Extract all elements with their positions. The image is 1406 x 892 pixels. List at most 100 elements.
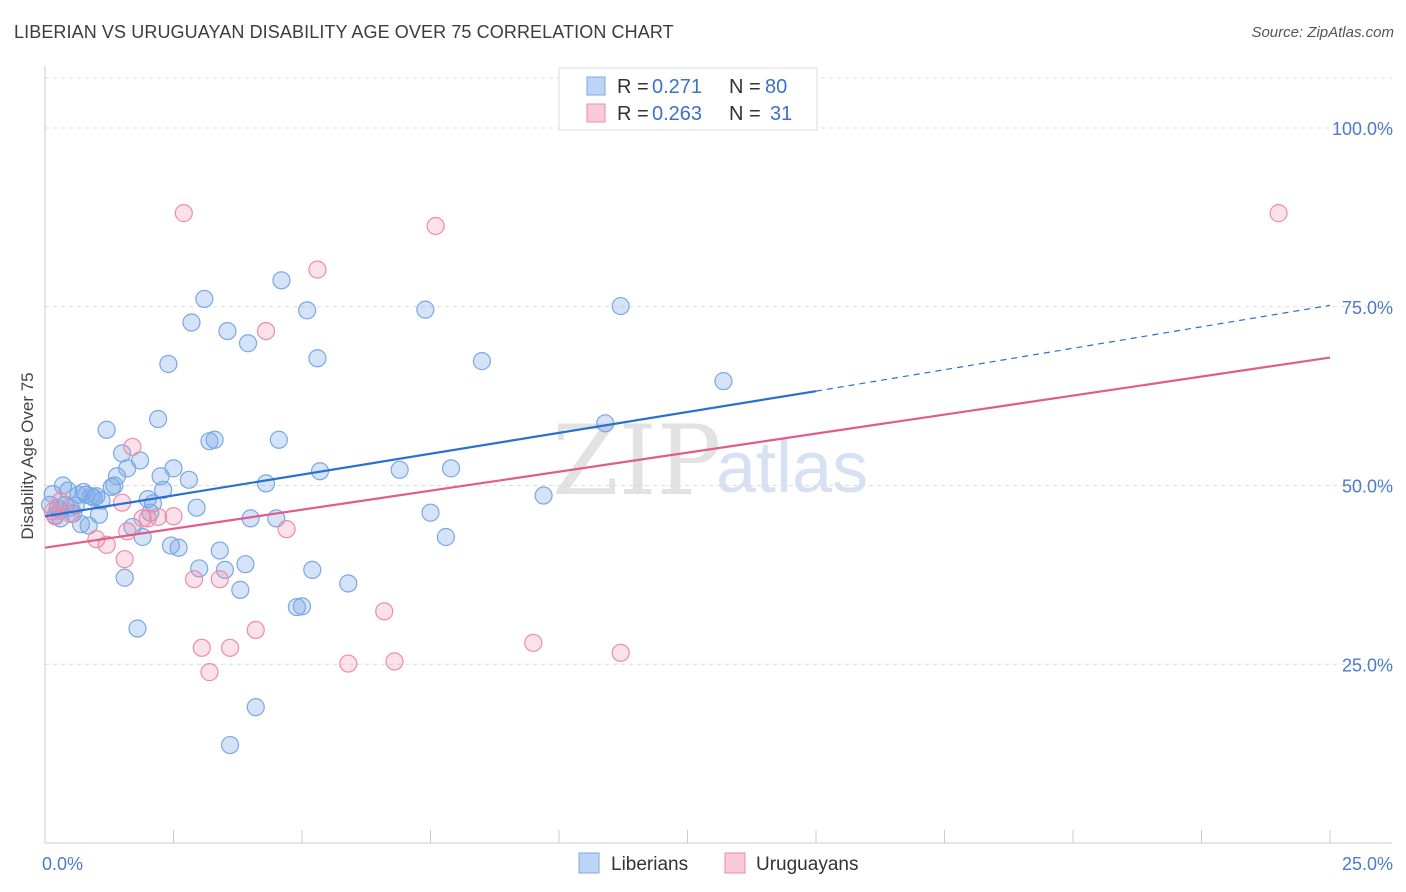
uruguayans-point (164, 507, 183, 526)
liberians-point (436, 527, 456, 547)
stats-n-value-2: 31 (770, 103, 792, 125)
liberians-point (714, 372, 733, 391)
liberians-point (218, 321, 237, 341)
uruguayans-point (200, 663, 219, 682)
liberians-point (390, 460, 409, 479)
liberians-point (169, 538, 188, 557)
chart-title: LIBERIAN VS URUGUAYAN DISABILITY AGE OVE… (14, 22, 674, 42)
liberians-point (195, 289, 214, 309)
stats-swatch-liberians (586, 76, 606, 96)
watermark-atlas: atlas (716, 428, 868, 508)
stats-n-label-1: N = (729, 76, 761, 98)
liberians-point (92, 491, 111, 510)
legend-swatch-uruguayans (724, 852, 746, 874)
y-tick-label: 25.0% (1342, 655, 1393, 675)
liberians-point (128, 619, 147, 638)
liberians-point (89, 505, 109, 524)
liberians-point (182, 313, 201, 332)
liberians-point (53, 476, 73, 495)
uruguayans-trend-line (44, 356, 1331, 549)
uruguayans-point (123, 437, 142, 457)
liberians-point (164, 459, 183, 478)
uruguayans-point (210, 570, 229, 589)
liberians-point (292, 597, 312, 616)
uruguayans-point (115, 550, 134, 569)
liberians-point (534, 486, 553, 505)
uruguayans-point (174, 204, 193, 223)
liberians-point (215, 560, 234, 579)
x-tick-label: 25.0% (1342, 854, 1393, 874)
liberians-point (287, 597, 306, 617)
legend-label-liberians: Liberians (611, 854, 688, 875)
liberians-point (187, 498, 206, 517)
tick-labels: 25.0% 50.0% 75.0% 100.0% 0.0% 25.0% (42, 119, 1393, 874)
scatter-points (41, 204, 1288, 755)
liberians-trend-line (44, 390, 817, 518)
uruguayans-point (246, 620, 265, 640)
liberians-point (611, 296, 630, 316)
uruguayans-point (133, 509, 152, 528)
uruguayans-point (43, 502, 62, 521)
uruguayans-point (308, 260, 327, 279)
gridlines (45, 77, 1392, 665)
liberians-point (441, 459, 461, 478)
liberians-point (298, 301, 317, 320)
liberians-point (130, 451, 150, 470)
uruguayans-point (51, 492, 70, 511)
stats-r-label-2: R = (617, 103, 649, 125)
liberians-point (269, 430, 288, 449)
uruguayans-point (339, 654, 358, 673)
uruguayans-point (611, 643, 630, 662)
liberians-point (308, 349, 327, 368)
uruguayans-point (375, 602, 394, 621)
liberians-point (246, 698, 265, 717)
uruguayans-point (426, 216, 445, 236)
liberians-point (148, 409, 168, 429)
liberians-point (236, 555, 255, 574)
liberians-point (190, 559, 209, 578)
legend-label-uruguayans: Uruguayans (756, 854, 858, 875)
uruguayans-point (256, 321, 276, 341)
uruguayans-point (277, 520, 296, 539)
liberians-point (339, 574, 358, 593)
liberians-point (220, 735, 240, 755)
axes (44, 66, 1392, 844)
stats-n-value-1: 80 (765, 76, 787, 98)
liberians-point (256, 474, 276, 493)
legend: Liberians Uruguayans (578, 852, 858, 875)
y-tick-label: 50.0% (1342, 477, 1393, 497)
liberians-point (179, 470, 199, 489)
x-tick-label: 0.0% (42, 854, 83, 874)
uruguayans-point (192, 638, 211, 657)
trend-lines (44, 304, 1331, 549)
liberians-point (421, 503, 440, 522)
uruguayans-point (184, 570, 204, 589)
uruguayans-point (385, 652, 404, 671)
uruguayans-point (148, 507, 168, 527)
uruguayans-point (524, 633, 543, 652)
liberians-point (205, 430, 224, 449)
stats-r-value-2: 0.263 (652, 103, 702, 125)
liberians-point (416, 300, 435, 319)
stats-box: R = 0.271 N = 80 R = 0.263 N = 31 (558, 67, 818, 131)
uruguayans-point (220, 638, 240, 657)
stats-n-label-2: N = (729, 103, 761, 125)
uruguayans-point (1269, 204, 1288, 223)
liberians-point (238, 334, 258, 353)
liberians-point (115, 568, 134, 587)
liberians-point (472, 352, 491, 371)
watermark: ZIP atlas (552, 405, 868, 517)
stats-swatch-uruguayans (586, 103, 606, 123)
legend-swatch-liberians (578, 852, 600, 874)
y-tick-label: 75.0% (1342, 298, 1393, 318)
y-tick-label: 100.0% (1332, 119, 1393, 139)
uruguayans-point (97, 535, 116, 554)
liberians-point (272, 271, 291, 290)
liberians-point (210, 541, 229, 560)
stats-r-value-1: 0.271 (652, 76, 702, 98)
source-label: Source: ZipAtlas.com (1251, 24, 1394, 41)
liberians-point (303, 560, 322, 579)
liberians-point (154, 480, 173, 499)
liberians-point (133, 527, 152, 547)
liberians-trend-extension (815, 304, 1331, 392)
